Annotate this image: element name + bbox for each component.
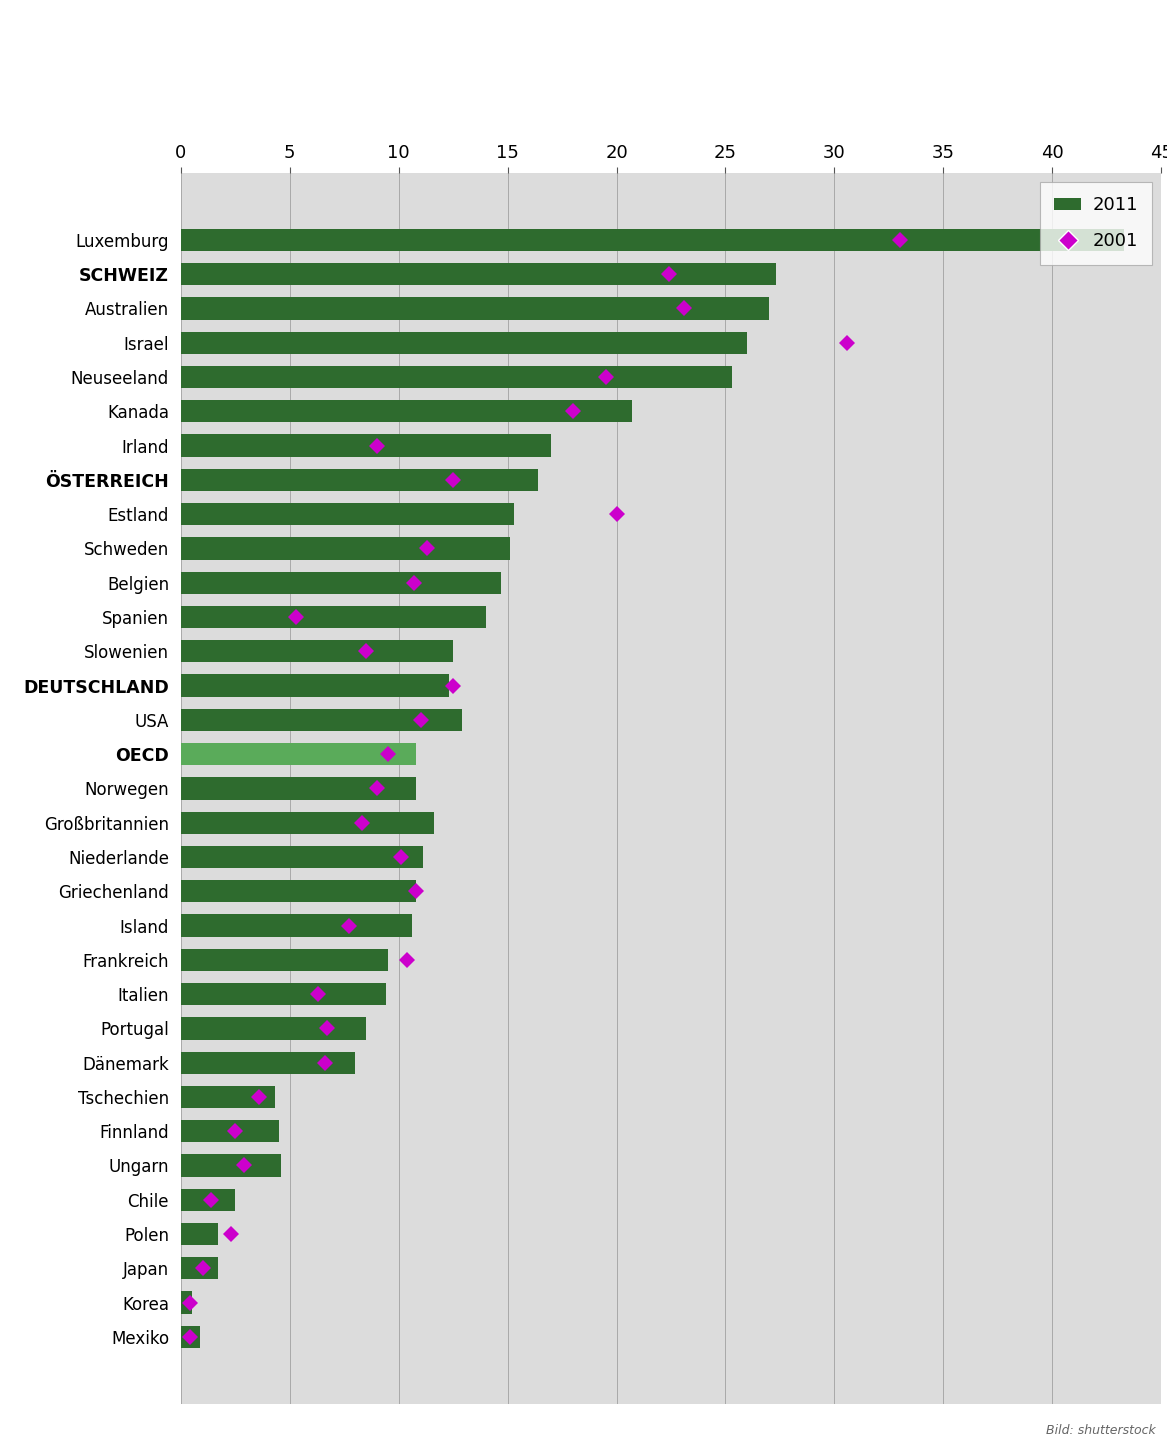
Bar <box>181 914 412 936</box>
Bar <box>181 1257 218 1280</box>
Bar <box>181 1326 201 1348</box>
Bar <box>181 1017 366 1040</box>
Bar <box>181 572 501 593</box>
Bar <box>181 400 631 422</box>
Bar <box>181 641 453 662</box>
Bar <box>181 264 776 285</box>
Bar <box>181 708 462 732</box>
Bar <box>181 606 485 628</box>
Bar <box>181 1155 281 1176</box>
Bar <box>181 845 422 868</box>
Bar <box>181 1223 218 1246</box>
Bar <box>181 880 417 903</box>
Bar <box>181 331 747 354</box>
Bar <box>181 1086 274 1107</box>
Bar <box>181 984 385 1005</box>
Bar <box>181 812 434 834</box>
Bar <box>181 949 387 971</box>
Bar <box>181 1051 355 1074</box>
Bar <box>181 778 417 799</box>
Text: Im Ausland geborene Bevölkerung als Prozent der Gesamtbevölkerung: Im Ausland geborene Bevölkerung als Proz… <box>113 98 778 117</box>
Text: Weltenwanderer: Weltenwanderer <box>113 30 554 75</box>
Bar <box>181 674 449 697</box>
Bar <box>181 229 1124 251</box>
Legend: 2011, 2001: 2011, 2001 <box>1040 181 1152 265</box>
Bar <box>181 1292 191 1313</box>
Bar <box>181 1120 279 1142</box>
Bar <box>181 435 551 456</box>
Bar <box>181 537 510 560</box>
Bar <box>181 1188 236 1211</box>
Bar <box>181 469 538 491</box>
Bar <box>181 297 769 320</box>
Bar <box>181 743 417 765</box>
Bar <box>181 503 515 526</box>
Bar <box>181 366 732 389</box>
Text: Bild: shutterstock: Bild: shutterstock <box>1046 1424 1155 1437</box>
